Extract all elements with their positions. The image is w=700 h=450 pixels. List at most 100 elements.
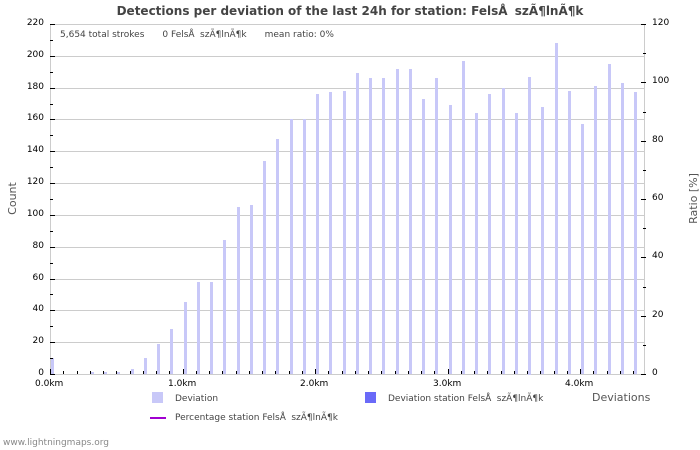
x-tick (487, 371, 488, 374)
y-axis-right-title: Ratio [%] (686, 173, 700, 224)
total-strokes: 5,654 total strokes (60, 30, 145, 40)
y-right-tick (641, 141, 646, 142)
x-tick (342, 371, 343, 374)
bar-deviation (502, 88, 505, 374)
x-tick (90, 371, 91, 374)
bar-deviation (343, 91, 346, 374)
legend-swatch-deviation (152, 392, 163, 403)
bar-deviation (170, 329, 173, 374)
bar-deviation (263, 161, 266, 374)
y-right-tick (641, 82, 646, 83)
x-tick (275, 371, 276, 374)
bar-deviation (197, 282, 200, 374)
bar-deviation (422, 99, 425, 374)
x-tick (249, 371, 250, 374)
x-tick (103, 371, 104, 374)
y-right-minor-tick (643, 228, 646, 229)
bar-deviation (568, 91, 571, 374)
y-right-tick (641, 257, 646, 258)
y-left-label: 100 (26, 209, 44, 219)
y-left-label: 80 (32, 241, 44, 251)
y-right-label: 0 (652, 368, 658, 378)
bar-deviation (250, 205, 253, 374)
bar-deviation (356, 73, 359, 374)
bar-deviation (117, 372, 120, 374)
bar-deviation (210, 282, 213, 374)
x-tick (434, 371, 435, 374)
bar-deviation (131, 369, 134, 374)
bar-deviation (157, 344, 160, 374)
y-left-label: 220 (26, 18, 44, 28)
legend-label-percentage-station: Percentage station FelsÅszÃ¶lnÃ¶k (175, 413, 338, 423)
bar-deviation (409, 69, 412, 374)
x-tick (130, 371, 131, 374)
footer-credit: www.lightningmaps.org (3, 438, 109, 448)
gridline (50, 342, 645, 343)
y-minor-tick (50, 294, 53, 295)
bar-deviation (51, 358, 54, 374)
y-right-minor-tick (643, 112, 646, 113)
bar-deviation (144, 358, 147, 374)
x-tick (222, 371, 223, 374)
bar-deviation (462, 61, 465, 374)
x-tick (381, 371, 382, 374)
bar-deviation (276, 139, 279, 374)
x-tick (355, 371, 356, 374)
y-tick (50, 310, 55, 311)
y-right-tick (641, 24, 646, 25)
y-tick (50, 279, 55, 280)
y-left-label: 60 (32, 273, 44, 283)
bar-deviation (290, 119, 293, 374)
x-tick (580, 369, 581, 374)
x-tick (262, 371, 263, 374)
bar-deviation (541, 107, 544, 374)
x-tick (567, 371, 568, 374)
x-tick (156, 371, 157, 374)
bar-deviation (316, 94, 319, 374)
x-tick (169, 371, 170, 374)
y-minor-tick (50, 358, 53, 359)
bar-deviation (634, 92, 637, 374)
x-tick (143, 371, 144, 374)
y-right-label: 40 (652, 251, 664, 261)
x-tick (209, 371, 210, 374)
y-right-minor-tick (643, 170, 646, 171)
x-tick (368, 371, 369, 374)
x-axis-title: Deviations (592, 391, 651, 404)
x-tick (236, 371, 237, 374)
legend-swatch-deviation-station (365, 392, 376, 403)
y-left-label: 0 (38, 368, 44, 378)
y-minor-tick (50, 326, 53, 327)
y-right-minor-tick (643, 345, 646, 346)
bar-deviation (488, 94, 491, 374)
bar-deviation (515, 113, 518, 374)
legend-label-deviation-station: Deviation station FelsÅszÃ¶lnÃ¶k (388, 394, 544, 404)
x-tick (540, 371, 541, 374)
x-tick (620, 371, 621, 374)
station-count: 0 FelsÅszÃ¶lnÃ¶k (162, 30, 247, 40)
x-tick (63, 371, 64, 374)
gridline (50, 88, 645, 89)
x-tick (421, 371, 422, 374)
x-tick (328, 371, 329, 374)
bar-deviation (449, 105, 452, 374)
y-tick (50, 151, 55, 152)
y-right-tick (641, 316, 646, 317)
y-right-label: 20 (652, 310, 664, 320)
y-left-label: 40 (32, 304, 44, 314)
bar-deviation (475, 113, 478, 374)
x-axis-line (50, 374, 645, 375)
y-tick (50, 56, 55, 57)
y-left-label: 120 (26, 177, 44, 187)
y-right-label: 100 (652, 76, 670, 86)
bar-deviation (237, 207, 240, 374)
bar-deviation (555, 43, 558, 374)
bar-deviation (382, 78, 385, 374)
x-label: 0.0km (35, 379, 64, 389)
x-tick (474, 371, 475, 374)
gridline (50, 279, 645, 280)
x-tick (527, 371, 528, 374)
x-tick (501, 371, 502, 374)
x-tick (514, 371, 515, 374)
gridline (50, 151, 645, 152)
